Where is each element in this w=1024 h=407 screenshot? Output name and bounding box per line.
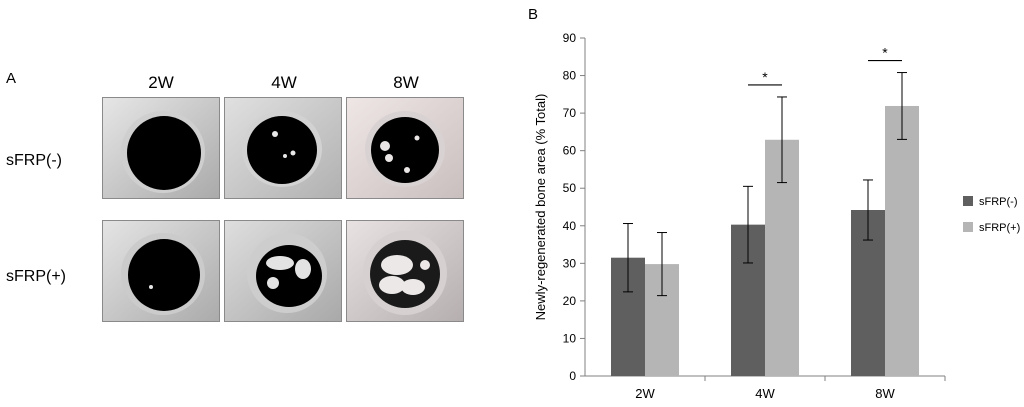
y-tick-label-90: 90 [563,31,577,45]
micro-ct-image-sfrp-minus-8w [346,97,464,199]
micro-ct-image-sfrp-plus-8w [346,220,464,322]
legend-label-sfrp-plus: sFRP(+) [979,222,1020,234]
panel-a-label: A [6,70,17,87]
micro-ct-image-sfrp-minus-4w [224,97,342,199]
column-label-4w: 4W [271,73,297,92]
y-tick-label-40: 40 [563,219,577,233]
legend-label-sfrp-minus: sFRP(-) [979,196,1018,208]
y-tick-label-60: 60 [563,144,577,158]
y-tick-label-10: 10 [563,331,577,345]
panel-b-label: B [528,6,539,23]
y-tick-label-80: 80 [563,69,577,83]
micro-ct-image-sfrp-minus-2w [102,97,220,199]
y-axis-label: Newly-regenerated bone area (% Total) [533,94,548,321]
micro-ct-image-sfrp-plus-2w [102,220,220,322]
column-label-8w: 8W [393,73,419,92]
row-label-sfrp-minus: sFRP(-) [6,152,62,169]
significance-marker-4w: * [762,69,768,85]
bar-sfrp-plus-8w [885,105,919,376]
y-tick-label-50: 50 [563,181,577,195]
y-tick-label-30: 30 [563,256,577,270]
significance-marker-8w: * [882,45,888,61]
legend-swatch-sfrp-plus [963,222,973,232]
y-tick-label-70: 70 [563,106,577,120]
row-label-sfrp-plus: sFRP(+) [6,268,66,285]
column-label-2w: 2W [148,73,174,92]
x-tick-label-8w: 8W [875,386,895,401]
y-tick-label-20: 20 [563,294,577,308]
y-tick-label-0: 0 [569,369,576,383]
micro-ct-image-sfrp-plus-4w [224,220,342,322]
x-tick-label-4w: 4W [755,386,775,401]
x-tick-label-2w: 2W [635,386,655,401]
legend-swatch-sfrp-minus [963,196,973,206]
